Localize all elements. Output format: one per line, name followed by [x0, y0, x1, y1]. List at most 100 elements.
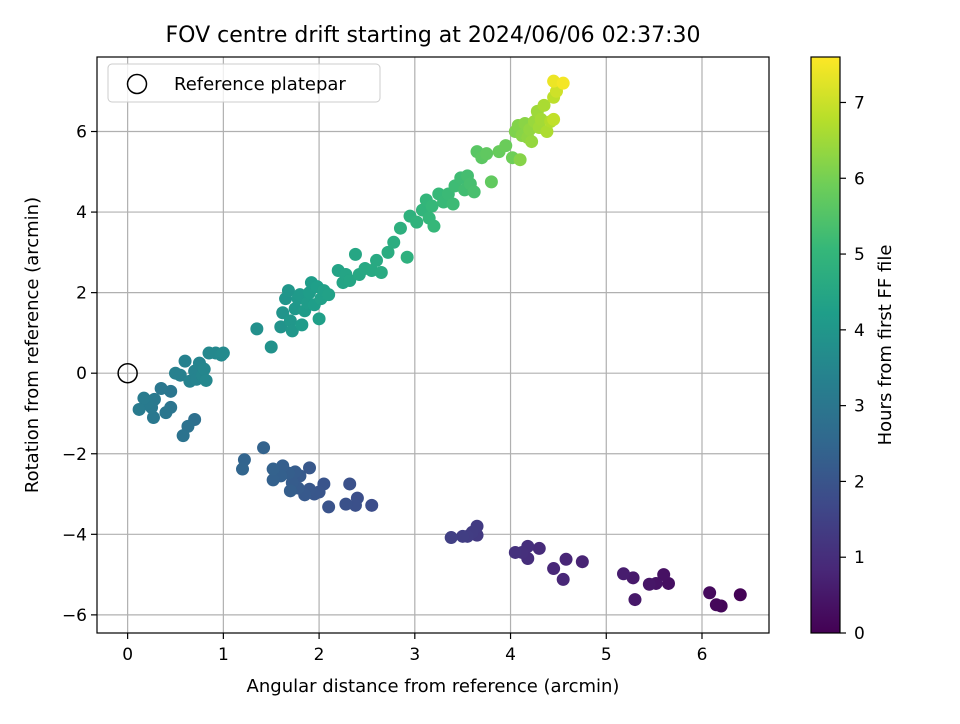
legend-entry-reference-platepar: Reference platepar [174, 74, 346, 95]
data-point [365, 498, 379, 512]
data-point [642, 577, 656, 591]
y-tick-label: 0 [76, 364, 87, 384]
data-point [176, 429, 190, 443]
legend-box [107, 63, 381, 103]
colorbar-gradient [810, 56, 841, 634]
data-points [132, 74, 747, 613]
plot-frame [96, 56, 770, 634]
x-tick-label: 2 [314, 645, 325, 665]
data-point [387, 235, 401, 249]
data-point [374, 265, 388, 279]
data-point [547, 562, 561, 576]
x-tick-label: 5 [601, 645, 612, 665]
data-point [348, 247, 362, 261]
colorbar-tick-label: 6 [854, 169, 865, 189]
data-point [480, 147, 494, 161]
data-point [236, 462, 250, 476]
colorbar-ticks: 0 1 2 3 4 5 6 7 [840, 93, 865, 644]
y-tick-label: 4 [76, 203, 87, 223]
x-axis-ticks: 0 1 2 3 4 5 6 [122, 633, 707, 665]
data-point [276, 306, 290, 320]
data-point [559, 552, 573, 566]
data-point [370, 253, 384, 267]
data-point [575, 555, 589, 569]
data-point [322, 500, 336, 514]
data-point [703, 586, 717, 600]
reference-platepar-marker [117, 362, 138, 384]
colorbar-tick-label: 5 [854, 245, 865, 265]
colorbar: 0 1 2 3 4 5 6 7 Hours from first FF file [810, 56, 896, 644]
data-point [733, 588, 747, 602]
data-point [266, 462, 280, 476]
colorbar-tick-label: 4 [854, 321, 865, 341]
data-point [283, 314, 297, 328]
y-axis-ticks: −6 −4 −2 0 2 4 6 [62, 123, 97, 626]
data-point [173, 368, 187, 382]
data-point [312, 312, 326, 326]
data-point [283, 484, 297, 498]
data-point [499, 139, 513, 153]
data-point [484, 175, 498, 189]
data-point [274, 320, 288, 334]
data-point [343, 477, 357, 491]
y-tick-label: −2 [62, 445, 87, 465]
data-point [425, 199, 439, 213]
data-point [137, 391, 151, 405]
data-point [154, 382, 168, 396]
x-tick-label: 0 [122, 645, 133, 665]
data-point [132, 402, 146, 416]
data-point [628, 593, 642, 607]
grid [97, 57, 769, 633]
colorbar-tick-label: 3 [854, 397, 865, 417]
data-point [616, 567, 630, 581]
x-tick-label: 3 [409, 645, 420, 665]
data-point [444, 531, 458, 545]
colorbar-tick-label: 1 [854, 548, 865, 568]
data-point [295, 318, 309, 332]
colorbar-tick-label: 2 [854, 472, 865, 492]
y-tick-label: −6 [62, 606, 87, 626]
data-point [348, 498, 362, 512]
data-point [146, 411, 160, 425]
data-point [343, 274, 357, 288]
legend-reference-marker-icon [126, 73, 148, 95]
data-point [446, 197, 460, 211]
data-point [285, 324, 299, 338]
colorbar-tick-label: 7 [854, 93, 865, 113]
data-point [393, 221, 407, 235]
chart-title: FOV centre drift starting at 2024/06/06 … [166, 23, 701, 48]
data-point [178, 354, 192, 368]
y-tick-label: 6 [76, 123, 87, 143]
colorbar-tick-label: 0 [854, 624, 865, 644]
data-point [537, 98, 551, 112]
data-point [556, 572, 570, 586]
plot-area: 0 1 2 3 4 5 6 −6 −4 −2 0 2 4 6 [62, 56, 770, 665]
data-point [427, 219, 441, 233]
data-point [456, 529, 470, 543]
data-point [250, 322, 264, 336]
data-point [264, 340, 278, 354]
data-point [547, 112, 561, 126]
x-tick-label: 6 [697, 645, 708, 665]
data-point [339, 497, 353, 511]
colorbar-label: Hours from first FF file [875, 245, 896, 446]
data-point [216, 346, 230, 360]
data-point [381, 245, 395, 259]
x-axis-label: Angular distance from reference (arcmin) [247, 676, 620, 697]
data-point [303, 461, 317, 475]
data-point [199, 373, 213, 387]
data-point [657, 568, 671, 582]
data-point [513, 153, 527, 167]
x-tick-label: 1 [218, 645, 229, 665]
data-point [540, 125, 554, 139]
data-point [257, 441, 271, 455]
data-point [556, 76, 570, 90]
data-point [410, 215, 424, 229]
data-point [281, 284, 295, 298]
data-point [467, 185, 481, 199]
x-tick-label: 4 [505, 645, 516, 665]
y-tick-label: 2 [76, 284, 87, 304]
data-point [197, 362, 211, 376]
data-point [709, 598, 723, 612]
